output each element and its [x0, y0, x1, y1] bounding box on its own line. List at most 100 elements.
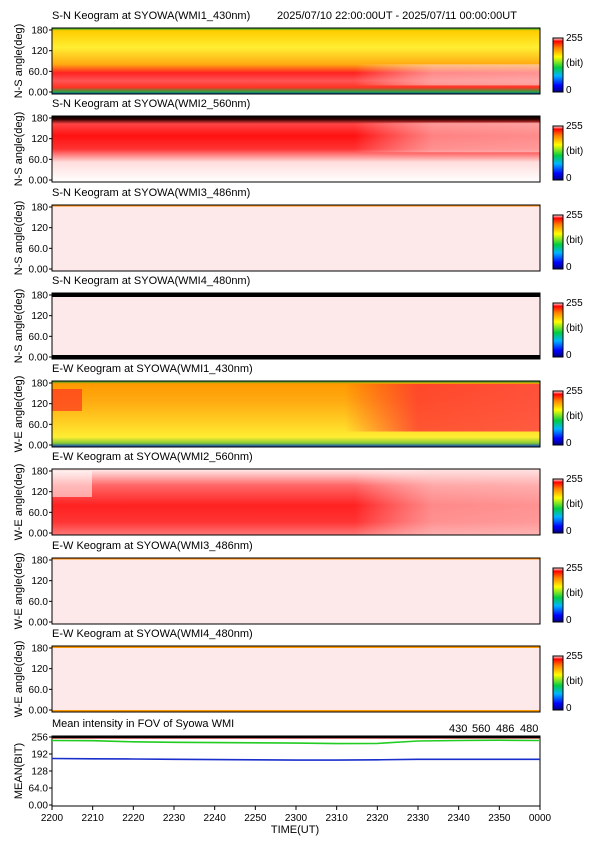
panel-frame	[51, 204, 541, 272]
colorbar-unit: (bit)	[566, 499, 583, 510]
colorbar: 255 (bit) 0	[552, 210, 583, 273]
colorbar: 255 (bit) 0	[552, 121, 583, 184]
keogram-panel-4: S-N Keogram at SYOWA(WMI4_480nm) 180 120 60…	[13, 275, 583, 364]
colorbar-unit: (bit)	[566, 676, 583, 687]
colorbar-unit: (bit)	[566, 146, 583, 157]
colorbar: 255 (bit) 0	[552, 474, 583, 537]
y-tick-label: 180	[31, 556, 48, 567]
x-tick-label: 2340	[448, 813, 471, 824]
y-tick-label: 0.00	[29, 265, 49, 276]
heatmap-image	[52, 116, 540, 182]
y-axis-label: W-E angle(deg)	[13, 464, 25, 541]
colorbar-unit: (bit)	[566, 588, 583, 599]
panel-frame	[51, 468, 541, 536]
colorbar-min: 0	[566, 173, 572, 184]
x-tick-label: 0000	[529, 813, 552, 824]
y-axis-label: N-S angle(deg)	[13, 201, 25, 276]
y-tick-label: 64.0	[29, 784, 49, 795]
y-tick-label: 120	[31, 46, 48, 57]
x-axis-label: TIME(UT)	[271, 824, 319, 836]
y-tick-label: 120	[31, 576, 48, 587]
y-tick-label: 60.0	[29, 508, 49, 519]
colorbar-unit: (bit)	[566, 323, 583, 334]
panel-title: E-W Keogram at SYOWA(WMI1_430nm)	[52, 363, 253, 375]
y-tick-label: 180	[31, 291, 48, 302]
keogram-panel-3: S-N Keogram at SYOWA(WMI3_486nm) 180 120 60…	[13, 187, 583, 276]
y-tick-label: 0.00	[29, 801, 49, 812]
keogram-panel-6: E-W Keogram at SYOWA(WMI2_560nm) 180 120 60…	[13, 451, 583, 540]
x-tick-label: 2200	[41, 813, 64, 824]
heatmap-image	[52, 28, 540, 94]
colorbar: 255 (bit) 0	[552, 33, 583, 96]
y-tick-label: 120	[31, 487, 48, 498]
y-tick-label: 192	[31, 750, 48, 761]
y-tick-label: 180	[31, 467, 48, 478]
colorbar: 255 (bit) 0	[552, 386, 583, 449]
x-tick-label: 2310	[326, 813, 349, 824]
y-axis-label: N-S angle(deg)	[13, 289, 25, 364]
panel-title: E-W Keogram at SYOWA(WMI3_486nm)	[52, 540, 253, 552]
mean-intensity-panel: Mean intensity in FOV of Syowa WMI 256 192…	[13, 718, 541, 812]
colorbar-max: 255	[566, 386, 583, 397]
panel-frame	[51, 380, 541, 448]
y-axis-label: N-S angle(deg)	[13, 24, 25, 99]
panel-frame	[51, 27, 541, 95]
y-axis-label: W-E angle(deg)	[13, 641, 25, 718]
y-tick-label: 128	[31, 767, 48, 778]
keogram-panel-5: E-W Keogram at SYOWA(WMI1_430nm) 180 120 60…	[13, 363, 583, 452]
y-tick-label: 60.0	[29, 332, 49, 343]
y-tick-label: 0.00	[29, 88, 49, 99]
x-tick-label: 2330	[407, 813, 430, 824]
legend-560: 560	[472, 723, 490, 735]
y-tick-label: 256	[31, 733, 48, 744]
legend-480: 480	[520, 723, 538, 735]
panel-title: S-N Keogram at SYOWA(WMI2_560nm)	[52, 98, 250, 110]
colorbar-min: 0	[566, 262, 572, 273]
y-tick-label: 0.00	[29, 618, 49, 629]
colorbar-min: 0	[566, 438, 572, 449]
keogram-panel-1: S-N Keogram at SYOWA(WMI1_430nm) 180 120 60…	[13, 10, 583, 99]
y-tick-label: 60.0	[29, 420, 49, 431]
y-tick-label: 60.0	[29, 155, 49, 166]
colorbar-max: 255	[566, 651, 583, 662]
heatmap-image	[52, 381, 540, 447]
y-tick-label: 120	[31, 223, 48, 234]
y-tick-label: 60.0	[29, 244, 49, 255]
y-axis-label: W-E angle(deg)	[13, 553, 25, 630]
y-axis-label: W-E angle(deg)	[13, 376, 25, 453]
y-tick-label: 180	[31, 26, 48, 37]
series-line-430	[51, 757, 540, 761]
y-tick-label: 180	[31, 379, 48, 390]
panel-title: S-N Keogram at SYOWA(WMI1_430nm)	[52, 10, 250, 22]
heatmap-image	[52, 558, 540, 624]
x-tick-label: 2250	[244, 813, 267, 824]
y-tick-label: 120	[31, 664, 48, 675]
time-range: 2025/07/10 22:00:00UT - 2025/07/11 00:00…	[277, 10, 517, 22]
y-tick-label: 120	[31, 399, 48, 410]
y-tick-label: 0.00	[29, 706, 49, 717]
x-tick-label: 2320	[366, 813, 389, 824]
y-tick-label: 0.00	[29, 176, 49, 187]
mean-legend: 430 560 486 480	[449, 723, 538, 735]
panel-title: E-W Keogram at SYOWA(WMI4_480nm)	[52, 628, 253, 640]
colorbar-unit: (bit)	[566, 58, 583, 69]
panel-title: S-N Keogram at SYOWA(WMI3_486nm)	[52, 187, 250, 199]
x-tick-label: 2210	[82, 813, 105, 824]
keogram-panel-2: S-N Keogram at SYOWA(WMI2_560nm) 180 120 60…	[13, 98, 583, 187]
colorbar: 255 (bit) 0	[552, 298, 583, 361]
panel-frame	[51, 292, 541, 360]
panel-frame	[51, 735, 541, 807]
y-tick-label: 180	[31, 644, 48, 655]
y-axis-label: MEAN(BIT)	[13, 743, 25, 799]
colorbar-max: 255	[566, 474, 583, 485]
colorbar-max: 255	[566, 563, 583, 574]
colorbar-unit: (bit)	[566, 411, 583, 422]
heatmap-image	[52, 293, 540, 359]
y-tick-label: 120	[31, 311, 48, 322]
keogram-panel-7: E-W Keogram at SYOWA(WMI3_486nm) 180 120 60…	[13, 540, 583, 629]
colorbar-unit: (bit)	[566, 235, 583, 246]
colorbar-max: 255	[566, 210, 583, 221]
colorbar-max: 255	[566, 33, 583, 44]
heatmap-image	[52, 205, 540, 271]
